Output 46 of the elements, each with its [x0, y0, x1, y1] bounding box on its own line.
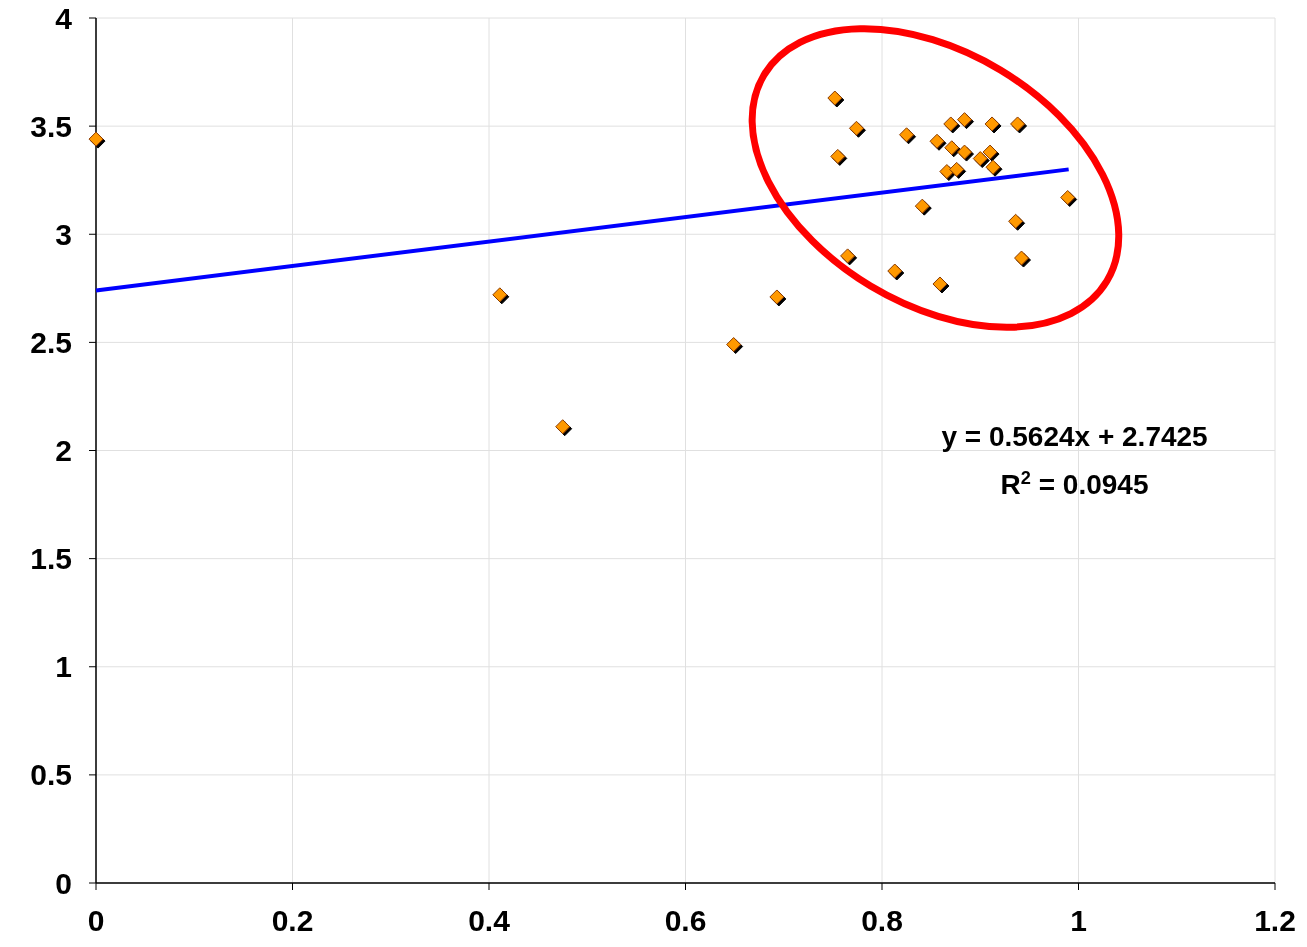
point	[1008, 213, 1024, 229]
point	[984, 116, 1000, 132]
x-tick-label: 0.8	[861, 904, 903, 937]
point	[957, 144, 973, 160]
annotation: R$^{2}$ = 0.0945	[1000, 468, 1149, 501]
y-tick-label: 2	[55, 434, 72, 467]
point	[1060, 189, 1076, 205]
x-tick-label: 1.2	[1254, 904, 1296, 937]
y-tick-label: 0.5	[30, 758, 72, 792]
point	[914, 198, 930, 214]
y-tick-label: 3	[55, 217, 72, 251]
point	[899, 127, 915, 143]
x-tick-label: 1	[1070, 904, 1087, 937]
y-tick-label: 4	[55, 1, 73, 35]
y-tick-label: 1.5	[30, 542, 72, 576]
point	[1014, 250, 1030, 266]
point	[972, 151, 988, 167]
x-tick-label: 0.6	[664, 904, 707, 937]
point	[88, 131, 104, 147]
point	[827, 90, 843, 106]
x-tick-label: 0.2	[271, 904, 314, 937]
point	[949, 161, 965, 177]
point	[939, 164, 955, 180]
y-tick-label: 3.5	[30, 109, 72, 143]
point	[944, 140, 960, 156]
point	[726, 337, 742, 353]
point	[932, 276, 948, 292]
point	[848, 120, 864, 136]
y-tick-label: 1	[55, 650, 72, 684]
point	[555, 419, 571, 435]
point	[830, 148, 846, 164]
point	[840, 248, 856, 264]
y-tick-label: 0	[55, 866, 72, 900]
point	[985, 159, 1001, 175]
y-tick-label: 2.5	[30, 325, 72, 359]
x-tick-label: 0.4	[468, 904, 511, 937]
point	[492, 287, 508, 303]
point	[887, 263, 903, 279]
x-tick-label: 0	[87, 904, 105, 937]
point	[1010, 116, 1026, 132]
point	[929, 133, 945, 149]
annotation: y = 0.5624x + 2.7425	[941, 421, 1208, 453]
point	[769, 289, 785, 305]
point	[943, 116, 959, 132]
point	[957, 112, 973, 128]
point	[982, 144, 998, 160]
